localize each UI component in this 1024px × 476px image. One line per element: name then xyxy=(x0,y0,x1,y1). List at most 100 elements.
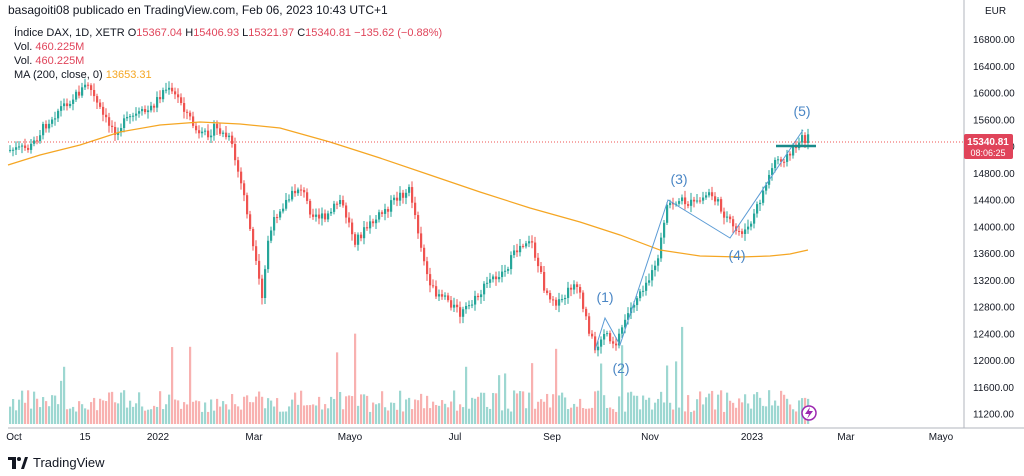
volume-bar xyxy=(522,391,525,424)
volume-bar xyxy=(477,396,480,424)
volume-bar xyxy=(645,399,648,424)
candle-body xyxy=(420,233,423,248)
volume-bar xyxy=(111,391,114,424)
volume-bar xyxy=(633,395,636,424)
volume-bar xyxy=(102,400,105,424)
volume-bar xyxy=(75,411,78,424)
candle-body xyxy=(111,125,114,127)
volume-bar xyxy=(552,394,555,424)
ma-label[interactable]: MA (200, close, 0) xyxy=(14,69,103,81)
volume-bar xyxy=(756,392,759,424)
high-value: 15406.93 xyxy=(193,27,240,39)
candle-body xyxy=(603,334,606,340)
candle-body xyxy=(309,200,312,215)
candle-body xyxy=(639,291,642,299)
volume-bar xyxy=(225,404,228,424)
volume-bar xyxy=(708,393,711,424)
volume-bar xyxy=(36,398,39,424)
volume-bar xyxy=(702,404,705,424)
volume-bar xyxy=(147,409,150,424)
candle-body xyxy=(513,250,516,256)
candle-body xyxy=(294,190,297,194)
volume-label-2[interactable]: Vol. xyxy=(14,55,33,67)
volume-bar xyxy=(66,409,69,424)
candle-body xyxy=(777,159,780,161)
volume-bar xyxy=(273,406,276,424)
volume-label[interactable]: Vol. xyxy=(14,41,33,53)
volume-bar xyxy=(285,411,288,424)
candle-body xyxy=(729,216,732,220)
candle-body xyxy=(561,299,564,301)
volume-bar xyxy=(627,392,630,424)
volume-bar xyxy=(207,411,210,424)
volume-bar xyxy=(303,405,306,424)
candle-body xyxy=(237,160,240,172)
candle-body xyxy=(693,199,696,202)
candle-body xyxy=(519,245,522,253)
volume-bar xyxy=(162,409,165,424)
volume-bar xyxy=(78,401,81,424)
volume-bar xyxy=(465,366,468,424)
volume-bar xyxy=(792,409,795,424)
price-tick-label: 12800.00 xyxy=(973,303,1015,314)
volume-bar xyxy=(408,397,411,424)
volume-bar xyxy=(471,397,474,424)
volume-bar xyxy=(57,404,60,424)
candle-body xyxy=(444,295,447,297)
volume-bar xyxy=(279,411,282,424)
price-tick-label: 13200.00 xyxy=(973,276,1015,287)
candle-body xyxy=(474,295,477,305)
volume-bar xyxy=(438,405,441,424)
candle-body xyxy=(15,147,18,150)
volume-bar xyxy=(573,403,576,424)
candle-body xyxy=(282,208,285,212)
candle-body xyxy=(252,228,255,247)
candle-body xyxy=(723,211,726,218)
volume-bar xyxy=(459,404,462,424)
candle-body xyxy=(795,146,798,149)
candle-body xyxy=(804,135,807,143)
candle-body xyxy=(216,123,219,129)
symbol-label[interactable]: Índice DAX, 1D, XETR xyxy=(14,27,125,39)
candle-body xyxy=(372,221,375,224)
candle-body xyxy=(708,192,711,196)
candle-body xyxy=(48,123,51,129)
candle-body xyxy=(240,171,243,184)
volume-bar xyxy=(591,407,594,424)
volume-bar xyxy=(513,390,516,424)
volume-bar xyxy=(795,411,798,424)
volume-bar xyxy=(309,405,312,424)
candle-body xyxy=(96,96,99,103)
volume-bar xyxy=(288,406,291,424)
volume-bar xyxy=(192,401,195,424)
volume-bar xyxy=(144,410,147,424)
volume-bar xyxy=(333,399,336,424)
time-tick-label: Jul xyxy=(449,432,462,443)
candle-body xyxy=(102,106,105,115)
volume-bar xyxy=(783,394,786,424)
volume-bar xyxy=(18,399,21,424)
volume-bar xyxy=(84,408,87,424)
volume-bar xyxy=(444,403,447,424)
candle-body xyxy=(348,217,351,223)
volume-bar xyxy=(153,405,156,424)
price-tick-label: 12400.00 xyxy=(973,329,1015,340)
candle-body xyxy=(402,192,405,198)
candle-body xyxy=(678,201,681,204)
volume-bar xyxy=(417,400,420,424)
ohlc-row: Índice DAX, 1D, XETR O15367.04 H15406.93… xyxy=(14,26,442,40)
volume-bar xyxy=(741,402,744,424)
volume-bar xyxy=(132,406,135,424)
candle-body xyxy=(63,103,66,107)
volume-bar xyxy=(189,346,192,424)
candle-body xyxy=(159,97,162,100)
volume-bar xyxy=(699,391,702,424)
candle-body xyxy=(297,189,300,194)
volume-bar xyxy=(720,390,723,424)
candle-body xyxy=(57,110,60,119)
volume-bar xyxy=(582,408,585,424)
candle-body xyxy=(480,294,483,298)
volume-bar xyxy=(387,410,390,424)
candle-body xyxy=(423,247,426,262)
